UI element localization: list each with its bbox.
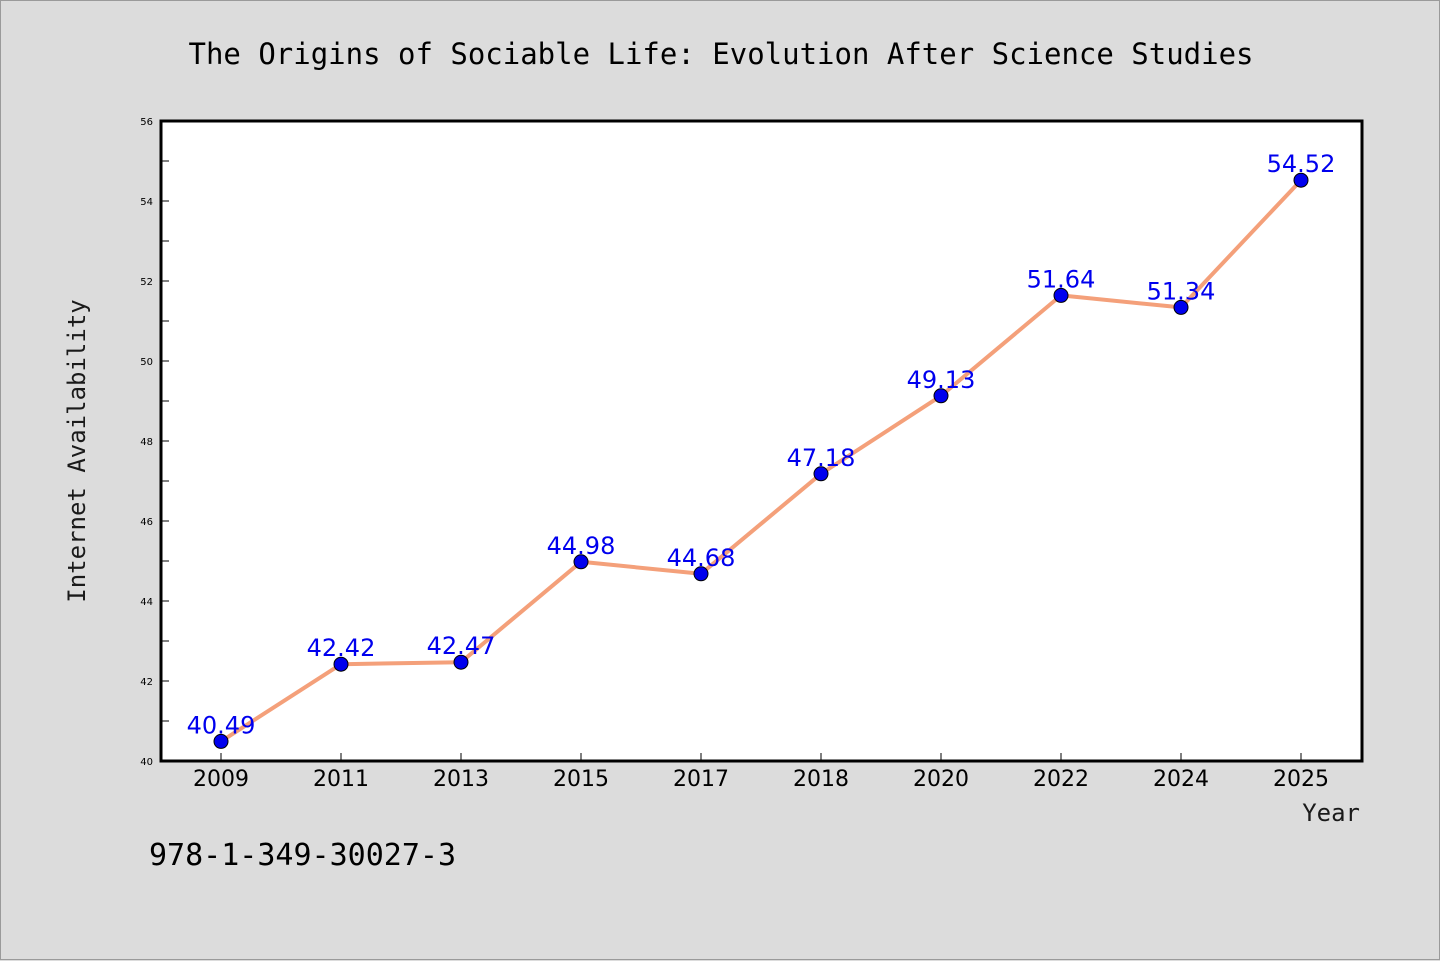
- y-tick-label: 48: [140, 437, 153, 448]
- y-axis-label: Internet Availability: [63, 299, 91, 602]
- series-line: [219, 178, 1303, 744]
- x-tick-label: 2022: [1033, 767, 1089, 792]
- x-tick-label: 2017: [673, 767, 729, 792]
- x-tick-label: 2020: [913, 767, 969, 792]
- y-tick-label: 46: [140, 517, 153, 528]
- isbn-text: 978-1-349-30027-3: [149, 838, 456, 873]
- data-label: 49.13: [907, 366, 976, 394]
- x-tick-label: 2024: [1153, 767, 1209, 792]
- data-label: 42.42: [307, 634, 376, 662]
- data-point: [213, 733, 229, 749]
- x-axis-label: Year: [1302, 799, 1360, 827]
- y-tick-label: 52: [140, 277, 153, 288]
- data-label: 44.98: [547, 532, 616, 560]
- data-point: [333, 656, 349, 672]
- x-tick-label: 2018: [793, 767, 849, 792]
- y-tick-label: 40: [140, 757, 153, 768]
- data-point: [933, 388, 949, 404]
- x-tick-label: 2011: [313, 767, 369, 792]
- data-point: [693, 566, 709, 582]
- x-axis: 2009 2011 2013 2015 2017 2018 2020 2022 2024 2025: [193, 753, 1329, 792]
- y-tick-label: 56: [140, 117, 153, 128]
- x-tick-label: 2009: [193, 767, 249, 792]
- x-tick-label: 2025: [1273, 767, 1329, 792]
- x-tick-label: 2013: [433, 767, 489, 792]
- plot-area: [159, 119, 1364, 763]
- series-group: 40.49 42.42 42.47 44.98 44.68 47.18 49.13 51.64…: [187, 150, 1336, 749]
- data-point: [813, 466, 829, 482]
- data-point: [453, 654, 469, 670]
- data-label: 54.52: [1267, 150, 1336, 178]
- data-point: [1173, 299, 1189, 315]
- data-label: 42.47: [427, 632, 496, 660]
- y-tick-label: 44: [140, 597, 153, 608]
- data-label: 47.18: [787, 444, 856, 472]
- data-label: 51.34: [1147, 277, 1216, 305]
- data-point: [573, 554, 589, 570]
- y-axis: 40 42 44 46 48 50 52 54 56: [140, 117, 169, 768]
- data-label: 44.68: [667, 544, 736, 572]
- data-label: 51.64: [1027, 265, 1096, 293]
- y-tick-label: 42: [140, 677, 153, 688]
- x-tick-label: 2015: [553, 767, 609, 792]
- data-label: 40.49: [187, 711, 256, 739]
- data-point: [1053, 287, 1069, 303]
- y-tick-label: 54: [140, 197, 153, 208]
- chart-title: The Origins of Sociable Life: Evolution …: [188, 37, 1253, 71]
- data-point: [1293, 172, 1309, 188]
- y-tick-label: 50: [140, 357, 153, 368]
